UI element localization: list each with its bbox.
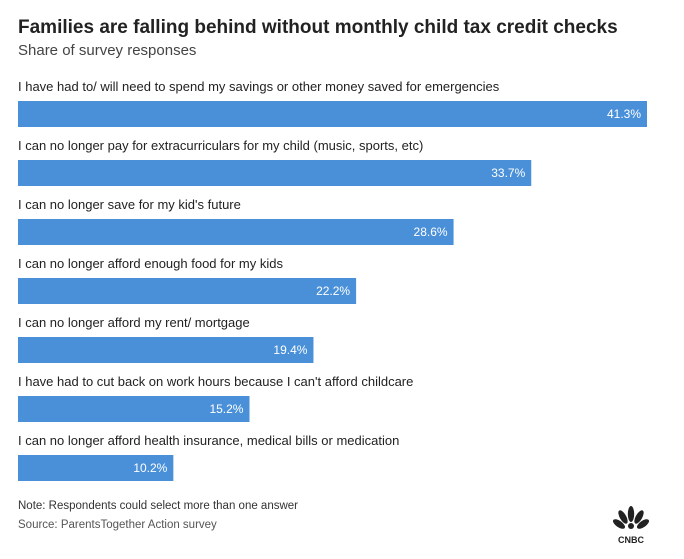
value-label: 22.2% — [316, 284, 350, 298]
bar — [18, 337, 314, 363]
chart-title: Families are falling behind without mont… — [18, 17, 618, 38]
category-label: I can no longer afford my rent/ mortgage — [18, 315, 250, 330]
bar — [18, 219, 454, 245]
value-label: 28.6% — [414, 225, 448, 239]
bar — [18, 396, 250, 422]
bar — [18, 101, 647, 127]
category-label: I can no longer save for my kid's future — [18, 197, 241, 212]
chart-subtitle: Share of survey responses — [18, 42, 197, 59]
category-label: I can no longer afford enough food for m… — [18, 256, 283, 271]
chart-note: Note: Respondents could select more than… — [18, 500, 298, 512]
value-label: 15.2% — [209, 402, 243, 416]
value-label: 41.3% — [607, 107, 641, 121]
logo-wordmark: CNBC — [618, 535, 644, 545]
chart-source: Source: ParentsTogether Action survey — [18, 519, 217, 531]
value-label: 33.7% — [491, 166, 525, 180]
bar-chart: I have had to/ will need to spend my sav… — [18, 79, 647, 481]
value-label: 19.4% — [273, 343, 307, 357]
category-label: I can no longer pay for extracurriculars… — [18, 138, 423, 153]
category-label: I can no longer afford health insurance,… — [18, 433, 399, 448]
value-label: 10.2% — [133, 461, 167, 475]
category-label: I have had to/ will need to spend my sav… — [18, 79, 500, 94]
bar — [18, 455, 174, 481]
bar — [18, 278, 357, 304]
cnbc-peacock-logo: CNBC — [612, 506, 650, 545]
category-label: I have had to cut back on work hours bec… — [18, 374, 413, 389]
bar — [18, 160, 532, 186]
